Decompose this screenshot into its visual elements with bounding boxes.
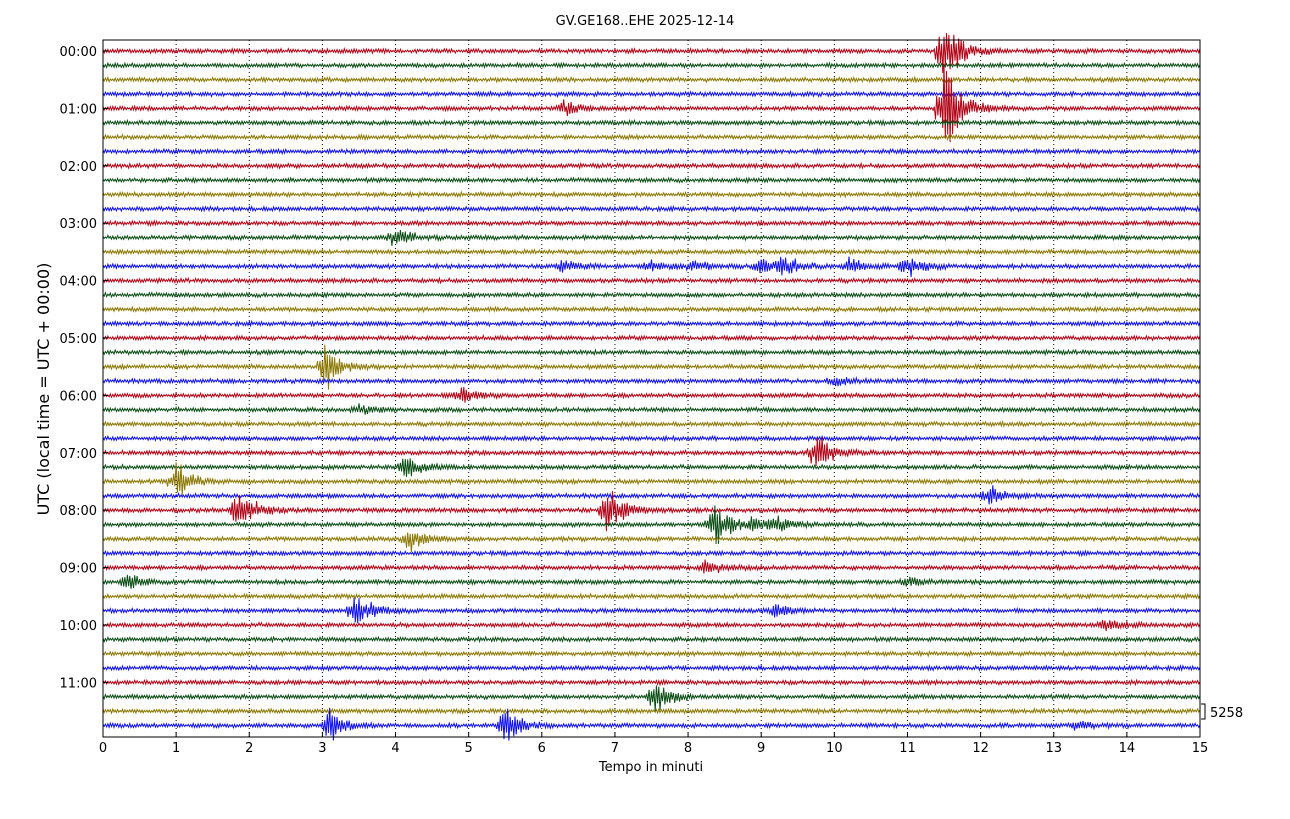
trace-line xyxy=(102,61,1201,70)
trace-line xyxy=(102,348,1201,357)
trace-line xyxy=(102,90,1201,99)
y-tick-label: 04:00 xyxy=(60,275,97,290)
x-tick-label: 3 xyxy=(318,741,326,756)
trace-line xyxy=(102,532,1201,553)
trace-line xyxy=(102,276,1201,285)
trace-line xyxy=(102,375,1201,387)
trace-line xyxy=(102,434,1201,443)
trace-line xyxy=(102,247,1201,256)
x-tick-label: 1 xyxy=(172,741,180,756)
x-tick-label: 7 xyxy=(611,741,619,756)
trace-line xyxy=(102,574,1201,589)
trace-line xyxy=(102,491,1201,532)
y-tick-label: 11:00 xyxy=(60,676,97,691)
trace-line xyxy=(102,229,1201,246)
x-tick-label: 0 xyxy=(99,741,107,756)
trace-line xyxy=(102,319,1201,328)
plot-frame xyxy=(102,39,1201,738)
trace-line xyxy=(102,219,1201,228)
seismic-traces xyxy=(102,33,1201,741)
trace-line xyxy=(102,597,1201,624)
y-tick-label: 09:00 xyxy=(60,562,97,577)
amplitude-scale: 5258 xyxy=(1201,703,1243,721)
trace-line xyxy=(102,437,1201,466)
trace-line xyxy=(102,458,1201,477)
scale-label: 5258 xyxy=(1210,706,1243,721)
x-tick-label: 14 xyxy=(1119,741,1136,756)
y-tick-label: 07:00 xyxy=(60,447,97,462)
trace-line xyxy=(102,75,1201,84)
trace-line xyxy=(102,334,1201,342)
trace-line xyxy=(102,256,1201,278)
trace-line xyxy=(102,462,1201,497)
trace-line xyxy=(102,706,1201,716)
x-tick-label: 15 xyxy=(1192,741,1209,756)
trace-line xyxy=(102,147,1201,156)
y-axis-ticks: 00:00 01:00 02:00 03:00 04:00 05:00 06:00 07:00… xyxy=(60,45,108,691)
y-tick-label: 06:00 xyxy=(60,389,97,404)
trace-line xyxy=(102,118,1201,127)
trace-line xyxy=(102,176,1201,185)
x-tick-label: 12 xyxy=(972,741,989,756)
trace-line xyxy=(102,33,1201,74)
y-tick-label: 01:00 xyxy=(60,102,97,117)
trace-line xyxy=(102,619,1201,631)
trace-line xyxy=(102,678,1201,687)
y-tick-label: 05:00 xyxy=(60,332,97,347)
x-tick-label: 8 xyxy=(684,741,692,756)
trace-line xyxy=(102,485,1201,505)
x-axis-ticks: 0 1 2 3 4 5 6 7 8 9 10 11 12 13 14 15 xyxy=(99,732,1208,756)
y-tick-label: 10:00 xyxy=(60,619,97,634)
trace-line xyxy=(102,63,1201,143)
trace-line xyxy=(102,549,1201,558)
trace-line xyxy=(102,291,1201,299)
trace-line xyxy=(102,592,1201,601)
x-tick-label: 2 xyxy=(245,741,253,756)
x-tick-label: 13 xyxy=(1045,741,1062,756)
y-axis-label: UTC (local time = UTC + 00:00) xyxy=(34,263,53,516)
trace-line xyxy=(102,133,1201,142)
trace-line xyxy=(102,420,1201,429)
trace-line xyxy=(102,649,1201,658)
x-tick-label: 10 xyxy=(826,741,843,756)
grid-lines xyxy=(175,40,1128,737)
x-tick-label: 6 xyxy=(538,741,546,756)
y-tick-label: 08:00 xyxy=(60,504,97,519)
trace-line xyxy=(102,204,1201,213)
trace-line xyxy=(102,635,1201,644)
trace-line xyxy=(102,305,1201,314)
trace-line xyxy=(102,190,1201,199)
x-tick-label: 4 xyxy=(391,741,399,756)
trace-line xyxy=(102,386,1201,403)
x-axis-label: Tempo in minuti xyxy=(598,760,703,775)
trace-line xyxy=(102,708,1201,741)
trace-line xyxy=(102,685,1201,712)
trace-line xyxy=(102,505,1201,545)
x-tick-label: 5 xyxy=(465,741,473,756)
x-tick-label: 11 xyxy=(899,741,916,756)
x-tick-label: 9 xyxy=(757,741,765,756)
trace-line xyxy=(102,664,1201,672)
trace-line xyxy=(102,344,1201,390)
scale-bracket xyxy=(1201,703,1206,720)
y-tick-label: 03:00 xyxy=(60,217,97,232)
trace-line xyxy=(102,403,1201,415)
trace-line xyxy=(102,559,1201,574)
y-tick-label: 00:00 xyxy=(60,45,97,60)
trace-line xyxy=(102,161,1201,170)
y-tick-label: 02:00 xyxy=(60,160,97,175)
chart-title: GV.GE168..EHE 2025-12-14 xyxy=(556,14,735,29)
